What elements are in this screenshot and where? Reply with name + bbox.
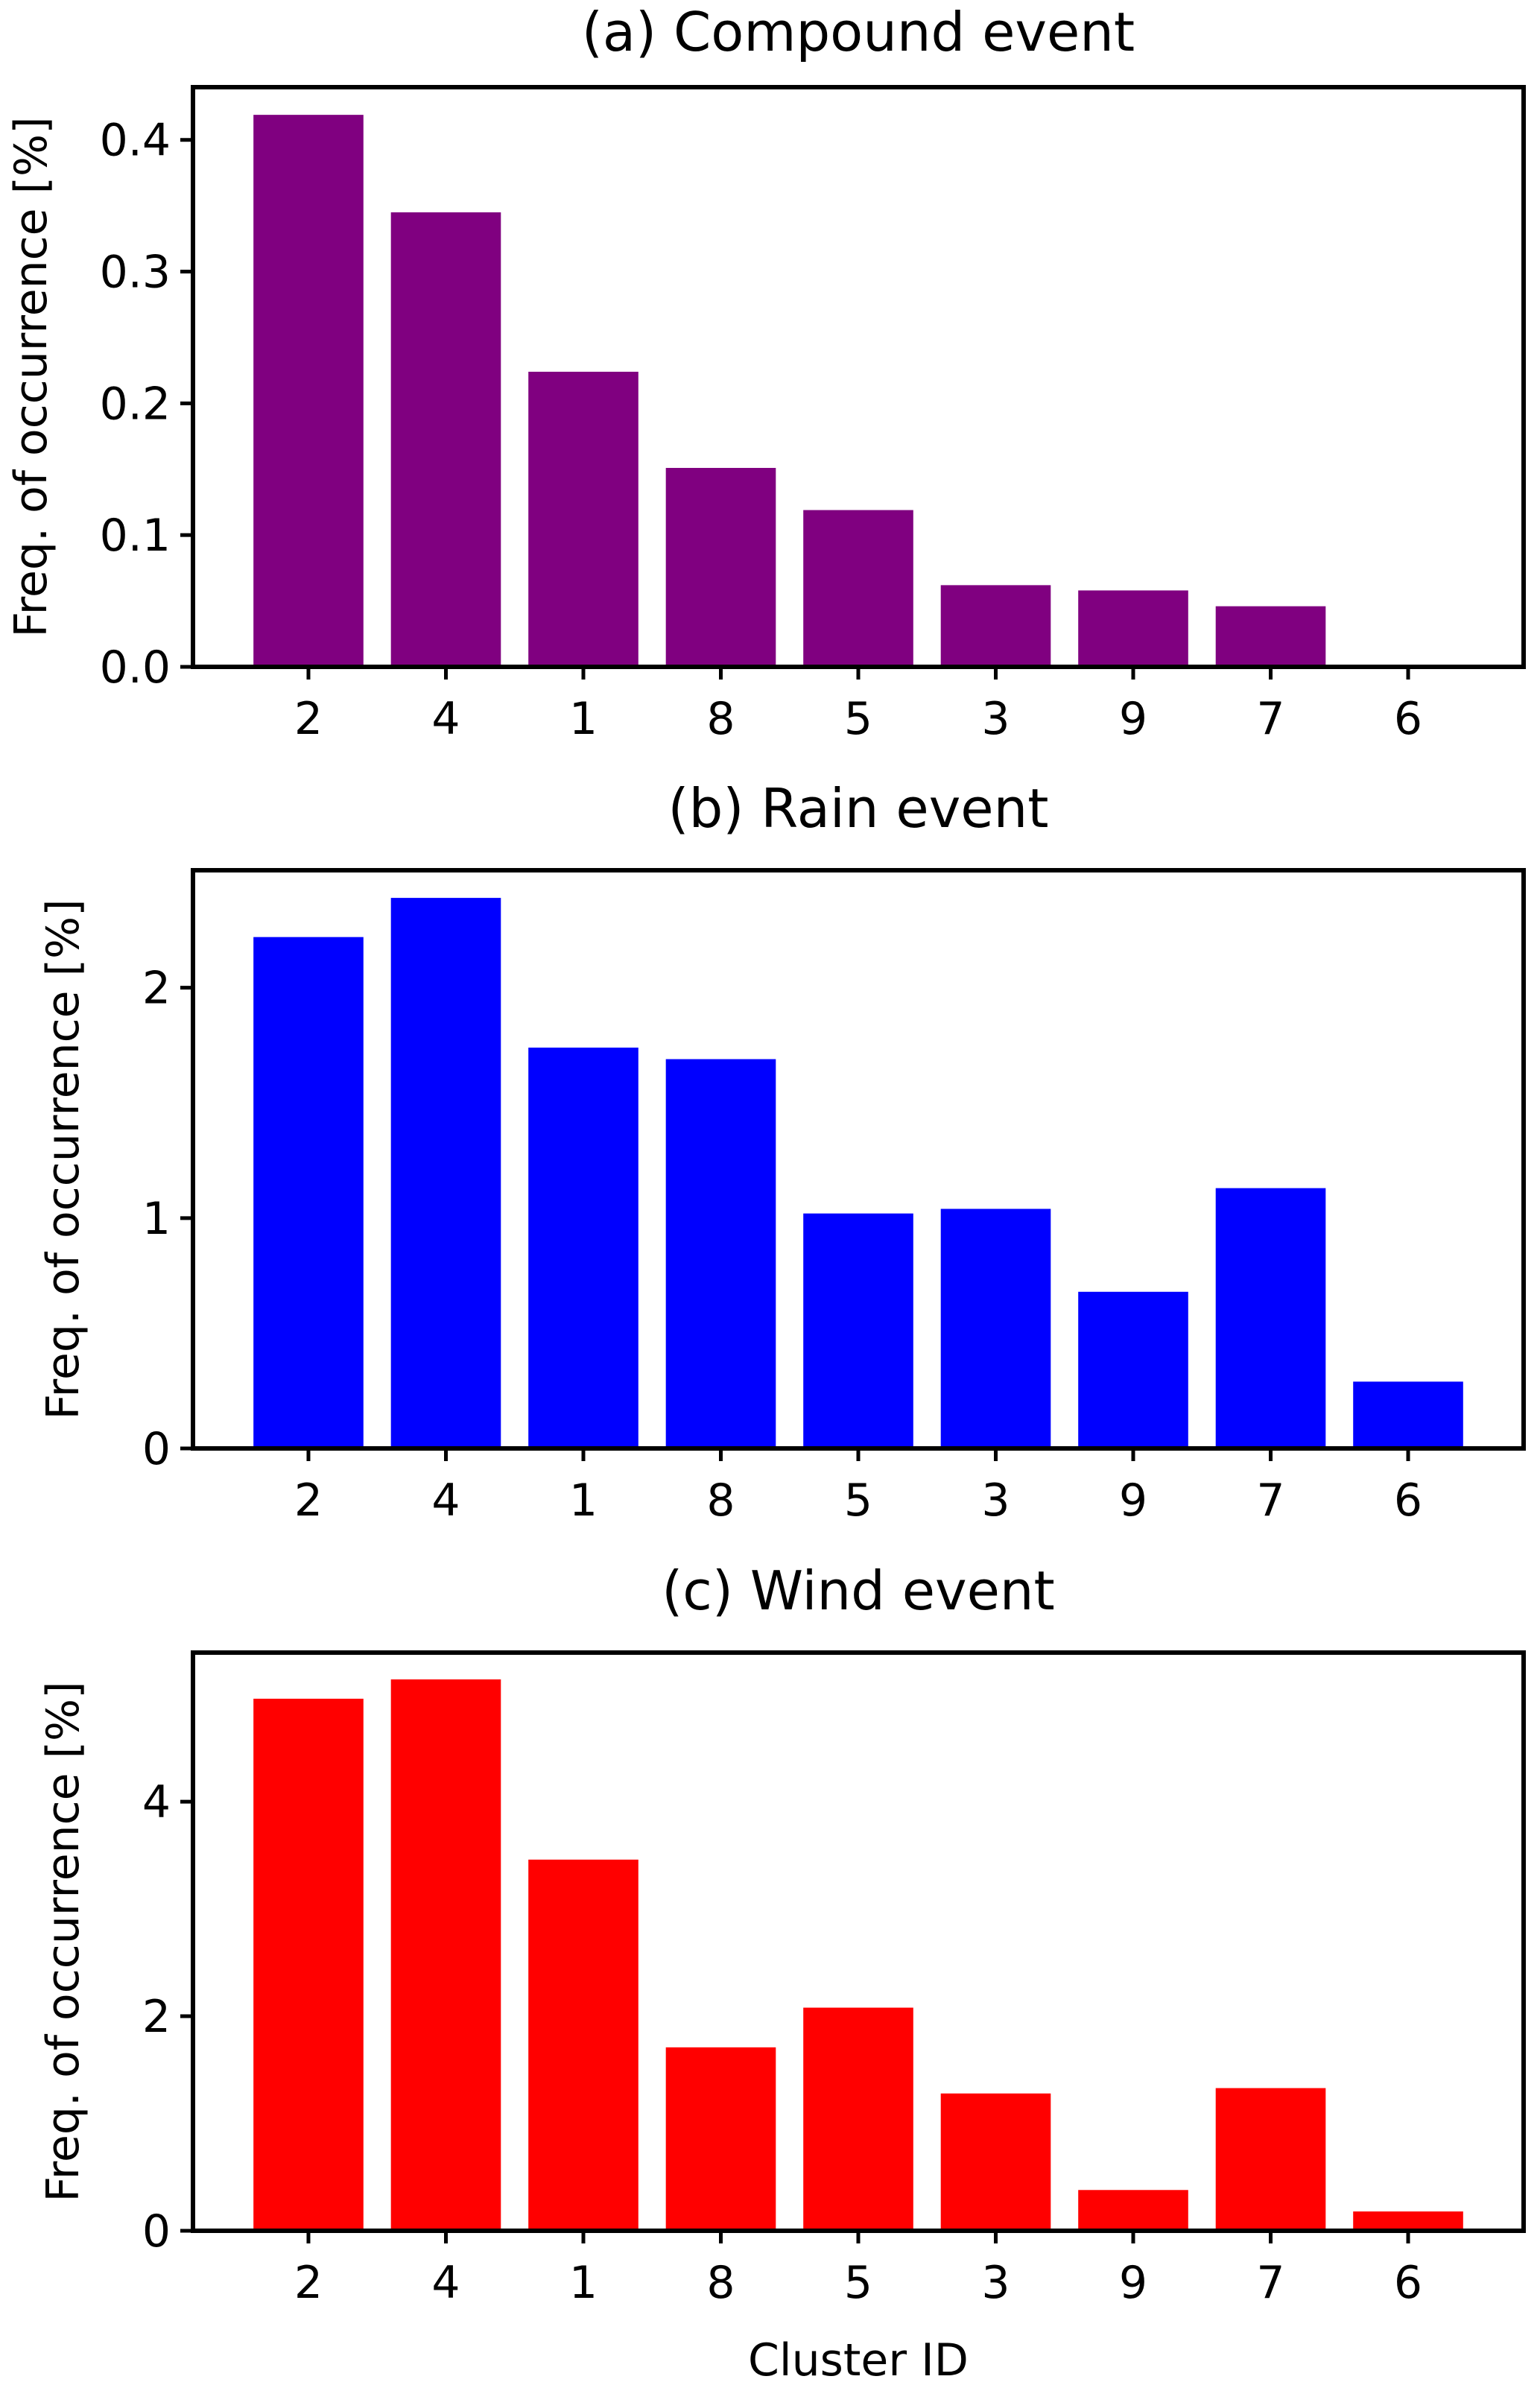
x-tick-label: 7 — [1256, 693, 1284, 745]
x-tick-label: 7 — [1256, 2257, 1284, 2309]
x-tick-label: 8 — [706, 2257, 735, 2309]
bar-cluster-5 — [803, 2007, 913, 2231]
bar-cluster-4 — [390, 898, 501, 1448]
x-tick-label: 9 — [1119, 2257, 1147, 2309]
y-tick-label: 1 — [142, 1193, 171, 1245]
x-tick-label: 5 — [844, 693, 872, 745]
bar-cluster-5 — [803, 510, 913, 667]
x-ticks: 2 4 1 8 5 3 9 7 6 — [294, 1448, 1422, 1527]
x-tick-label: 6 — [1394, 2257, 1422, 2309]
x-tick-label: 6 — [1394, 693, 1422, 745]
y-tick-label: 0.3 — [100, 247, 171, 299]
axes-frame — [191, 868, 1526, 1451]
y-tick-label: 2 — [142, 1991, 171, 2043]
bar-cluster-7 — [1215, 2088, 1326, 2231]
y-tick-label: 0.1 — [100, 510, 171, 562]
panel-wind-event: (c) Wind event Freq. of occurrence [%] 0… — [37, 1559, 1526, 2385]
x-tick-label: 2 — [294, 1475, 323, 1527]
bar-cluster-1 — [528, 1048, 639, 1448]
x-tick-label: 4 — [431, 693, 460, 745]
bar-cluster-9 — [1078, 2190, 1188, 2231]
y-tick-label: 0.2 — [100, 378, 171, 430]
x-tick-label: 8 — [706, 693, 735, 745]
y-tick-label: 4 — [142, 1776, 171, 1828]
x-tick-label: 2 — [294, 693, 323, 745]
y-axis-label: Freq. of occurrence [%] — [5, 117, 57, 638]
x-tick-label: 1 — [569, 1475, 598, 1527]
bar-cluster-8 — [665, 2047, 776, 2231]
bar-cluster-1 — [528, 1859, 639, 2231]
x-tick-label: 2 — [294, 2257, 323, 2309]
y-tick-label: 0.0 — [100, 642, 171, 694]
x-tick-label: 4 — [431, 2257, 460, 2309]
x-tick-label: 9 — [1119, 1475, 1147, 1527]
y-axis-label: Freq. of occurrence [%] — [37, 899, 89, 1420]
bar-group — [253, 898, 1463, 1448]
panel-compound-event: (a) Compound event Freq. of occurrence [… — [5, 1, 1526, 745]
x-axis-label: Cluster ID — [748, 2334, 969, 2385]
x-tick-label: 5 — [844, 2257, 872, 2309]
x-tick-label: 1 — [569, 693, 598, 745]
y-tick-label: 0.4 — [100, 115, 171, 167]
x-tick-label: 8 — [706, 1475, 735, 1527]
bar-cluster-1 — [528, 371, 639, 667]
bar-cluster-5 — [803, 1213, 913, 1448]
x-tick-label: 6 — [1394, 1475, 1422, 1527]
x-tick-label: 3 — [981, 2257, 1010, 2309]
x-tick-label: 3 — [981, 693, 1010, 745]
bar-cluster-9 — [1078, 1291, 1188, 1448]
y-ticks: 0 1 2 — [142, 963, 193, 1475]
bar-cluster-3 — [940, 585, 1051, 667]
y-tick-label: 2 — [142, 963, 171, 1015]
x-tick-label: 5 — [844, 1475, 872, 1527]
y-ticks: 0.0 0.1 0.2 0.3 0.4 — [100, 115, 193, 694]
x-tick-label: 7 — [1256, 1475, 1284, 1527]
bar-cluster-6 — [1353, 1381, 1463, 1448]
bar-cluster-4 — [390, 212, 501, 667]
bar-cluster-6 — [1353, 2211, 1463, 2231]
bar-group — [253, 115, 1326, 667]
panel-title: (c) Wind event — [662, 1559, 1055, 1622]
panel-rain-event: (b) Rain event Freq. of occurrence [%] 0… — [37, 777, 1526, 1527]
panel-title: (a) Compound event — [582, 1, 1135, 63]
bar-cluster-8 — [665, 1059, 776, 1448]
x-tick-label: 4 — [431, 1475, 460, 1527]
bar-cluster-8 — [665, 468, 776, 667]
bar-cluster-3 — [940, 1209, 1051, 1448]
y-ticks: 0 2 4 — [142, 1776, 193, 2258]
y-tick-label: 0 — [142, 2205, 171, 2258]
y-tick-label: 0 — [142, 1423, 171, 1475]
bar-cluster-2 — [253, 937, 364, 1448]
bar-cluster-7 — [1215, 606, 1326, 667]
bar-cluster-3 — [940, 2093, 1051, 2231]
x-tick-label: 1 — [569, 2257, 598, 2309]
panel-title: (b) Rain event — [668, 777, 1049, 840]
bar-group — [253, 1679, 1463, 2231]
bar-cluster-2 — [253, 1698, 364, 2231]
axes-frame — [191, 1650, 1526, 2233]
bar-cluster-9 — [1078, 590, 1188, 667]
y-axis-label: Freq. of occurrence [%] — [37, 1682, 89, 2202]
bar-cluster-4 — [390, 1679, 501, 2231]
x-tick-label: 9 — [1119, 693, 1147, 745]
x-tick-label: 3 — [981, 1475, 1010, 1527]
bar-cluster-2 — [253, 115, 364, 667]
bar-cluster-7 — [1215, 1188, 1326, 1448]
x-ticks: 2 4 1 8 5 3 9 7 6 — [294, 667, 1422, 745]
axes-frame — [191, 85, 1526, 669]
